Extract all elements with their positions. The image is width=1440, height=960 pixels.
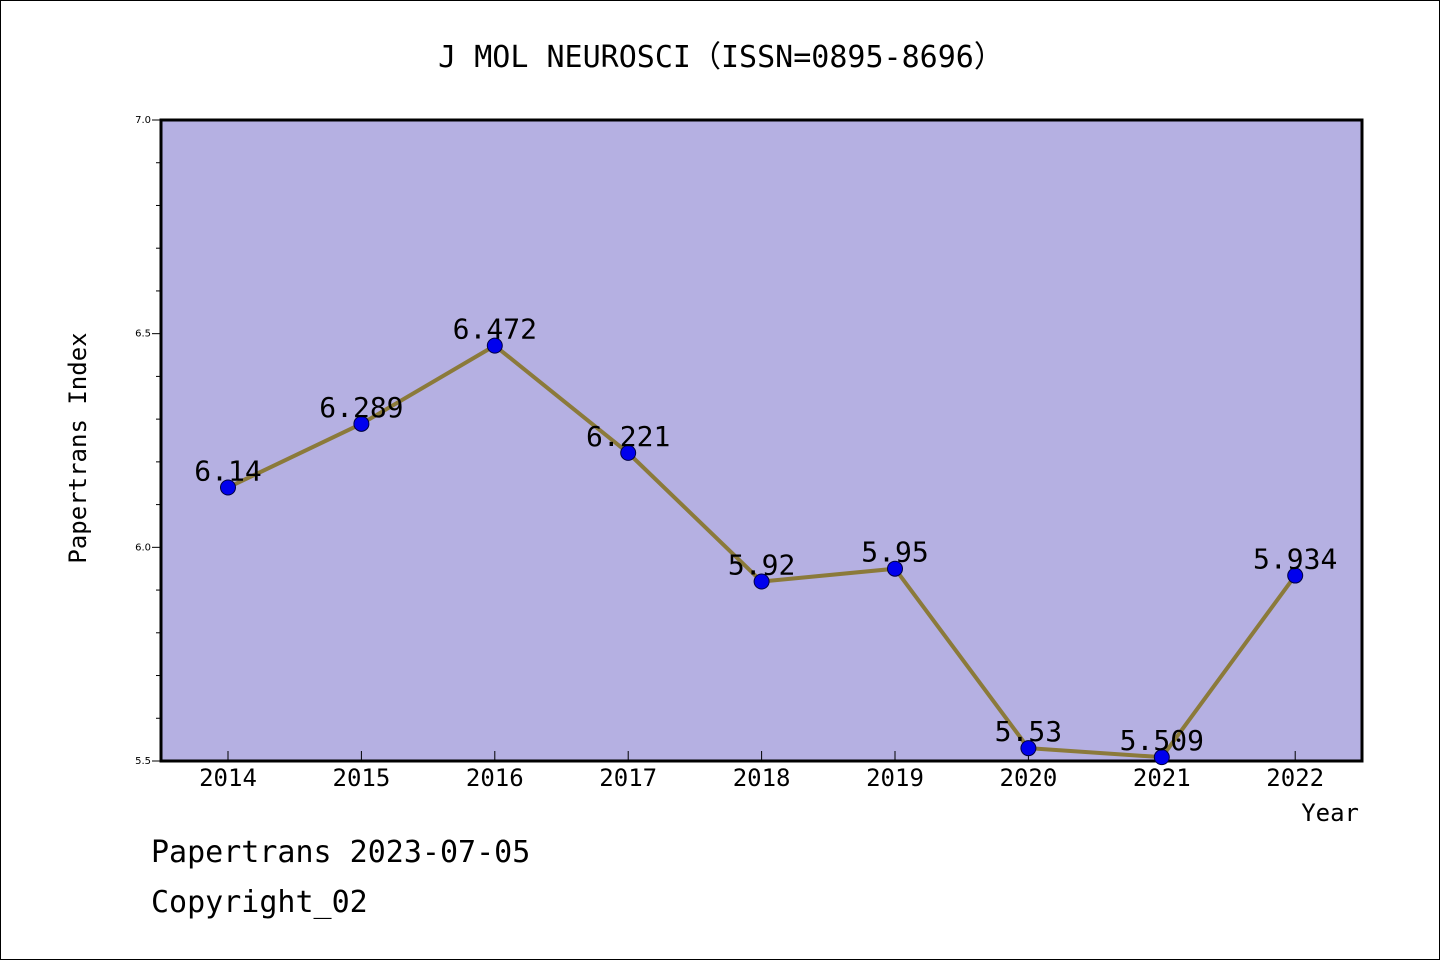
x-tick-label: 2018 (733, 764, 791, 792)
data-label: 6.221 (586, 420, 670, 453)
data-point (887, 560, 903, 577)
data-labels: 6.14 6.289 6.472 6.221 5.92 5.95 5.53 5.509 5.93… (194, 313, 1337, 758)
y-tick-label: 5.5 (135, 756, 151, 767)
data-label: 5.95 (861, 536, 928, 569)
footer-source: Papertrans 2023-07-05 (151, 835, 531, 870)
x-axis-ticks: 2014 2015 2016 2017 2018 2019 2020 2021 2022 (199, 751, 1324, 792)
chart-title: J MOL NEUROSCI（ISSN=0895-8696） (438, 40, 1004, 75)
data-point (1153, 749, 1170, 766)
x-tick-label: 2014 (199, 764, 257, 792)
x-tick-label: 2016 (466, 764, 524, 792)
data-point (753, 573, 770, 590)
plot-area (159, 118, 1364, 763)
data-label: 5.509 (1120, 724, 1204, 757)
y-axis-ticks: 5.5 6.0 6.5 7.0 (135, 115, 161, 767)
data-label: 5.934 (1253, 543, 1337, 576)
x-tick-label: 2019 (866, 764, 924, 792)
y-tick-label: 6.5 (135, 329, 151, 340)
footer-copyright: Copyright_02 (151, 885, 368, 920)
data-label: 5.92 (728, 549, 795, 582)
data-point (620, 444, 637, 461)
y-tick-label: 6.0 (135, 542, 151, 553)
data-label: 6.289 (319, 391, 403, 424)
data-point (486, 337, 503, 354)
y-axis-label: Papertrans Index (64, 332, 92, 563)
data-point (1020, 740, 1037, 757)
x-axis-label: Year (1301, 799, 1359, 827)
data-point (1287, 567, 1304, 584)
data-point (353, 415, 370, 432)
data-label: 6.14 (194, 455, 261, 488)
x-tick-label: 2021 (1133, 764, 1191, 792)
y-minor-ticks (156, 162, 161, 719)
data-label: 6.472 (453, 313, 537, 346)
data-markers (220, 337, 1304, 766)
x-tick-label: 2020 (1000, 764, 1058, 792)
x-tick-label: 2017 (599, 764, 657, 792)
x-tick-label: 2015 (333, 764, 391, 792)
y-tick-label: 7.0 (135, 115, 151, 126)
data-label: 5.53 (995, 715, 1062, 748)
x-tick-label: 2022 (1266, 764, 1324, 792)
data-point (220, 479, 236, 496)
